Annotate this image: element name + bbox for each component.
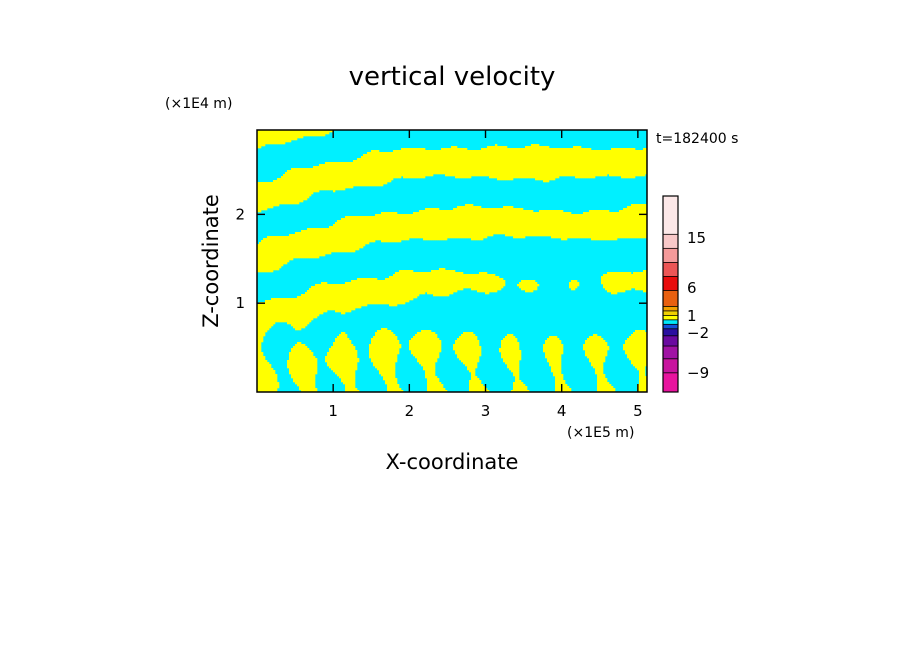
colorbar-level xyxy=(663,196,678,235)
x-tick-label: 3 xyxy=(481,402,491,420)
colorbar-level xyxy=(663,262,678,277)
colorbar-level xyxy=(663,319,678,325)
y-axis: 12 xyxy=(235,205,647,312)
colorbar-level xyxy=(663,315,678,321)
colorbar-tick-label: 6 xyxy=(687,279,697,297)
y-scale-label: (×1E4 m) xyxy=(165,96,232,112)
y-tick-label: 2 xyxy=(235,205,245,223)
colorbar-level xyxy=(663,234,678,249)
colorbar-level xyxy=(663,358,678,374)
y-axis-label: Z-coordinate xyxy=(199,194,223,328)
colorbar-tick-label: −2 xyxy=(687,324,709,342)
colorbar-level xyxy=(663,248,678,263)
colorbar-level xyxy=(663,310,678,316)
velocity-field xyxy=(257,130,647,392)
colorbar-tick-label: −9 xyxy=(687,364,709,382)
colorbar-ticks: 15 6 1−2 −9 xyxy=(687,229,709,382)
x-axis: 1 2 3 4 5 xyxy=(328,130,643,420)
colorbar xyxy=(663,196,678,393)
colorbar-level xyxy=(663,335,678,347)
y-tick-label: 1 xyxy=(235,294,245,312)
chart-title: vertical velocity xyxy=(349,62,556,92)
colorbar-level xyxy=(663,372,678,393)
colorbar-tick-label: 15 xyxy=(687,229,706,247)
time-label: t=182400 s xyxy=(656,131,738,147)
x-tick-label: 5 xyxy=(633,402,643,420)
colorbar-level xyxy=(663,324,678,329)
x-scale-label: (×1E5 m) xyxy=(567,425,634,441)
colorbar-level xyxy=(663,328,678,337)
colorbar-tick-label: 1 xyxy=(687,307,697,325)
x-tick-label: 1 xyxy=(328,402,338,420)
colorbar-level xyxy=(663,276,678,291)
colorbar-frame xyxy=(662,195,679,393)
x-tick-label: 2 xyxy=(405,402,415,420)
colorbar-level xyxy=(663,290,678,307)
x-tick-label: 4 xyxy=(557,402,567,420)
colorbar-level xyxy=(663,346,678,359)
colorbar-level xyxy=(663,306,678,312)
x-axis-label: X-coordinate xyxy=(386,450,519,474)
plot-frame xyxy=(256,129,648,393)
